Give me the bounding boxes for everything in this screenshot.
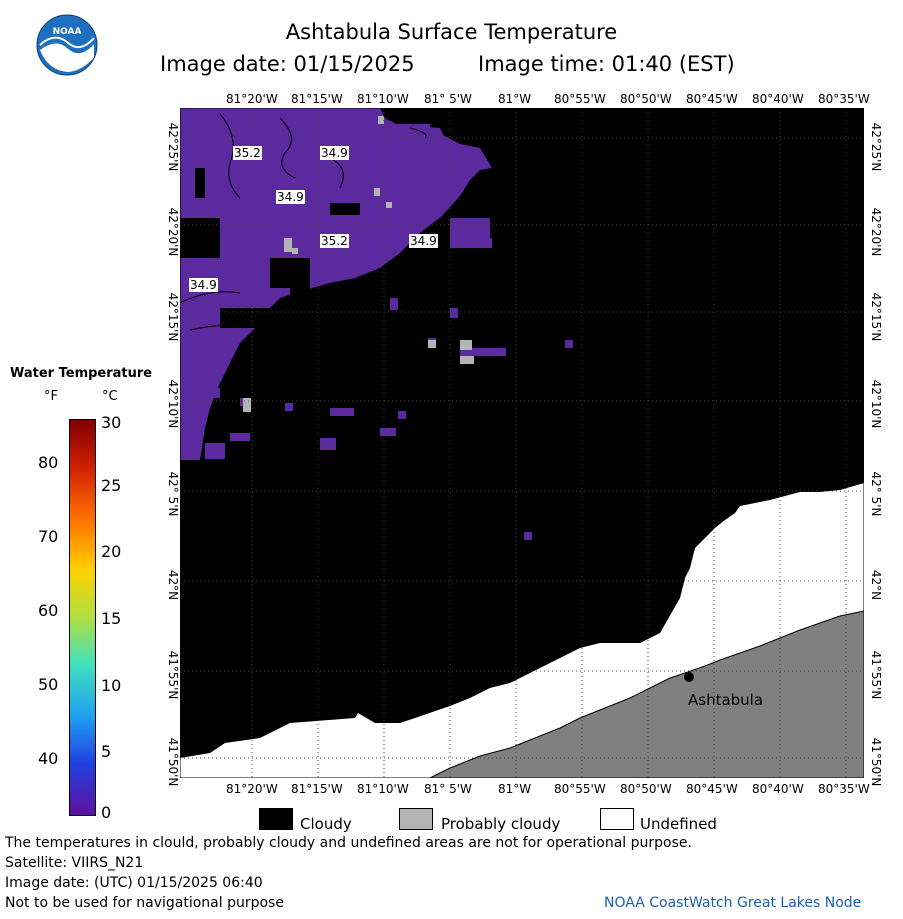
celsius-tick: 0: [101, 803, 112, 822]
lon-label-bottom: 80°45'W: [686, 782, 738, 796]
logo-text: NOAA: [52, 27, 82, 37]
lon-label-top: 81°20'W: [226, 92, 278, 106]
colorbar: [69, 419, 96, 816]
lon-label-top: 81°W: [498, 92, 532, 106]
map-canvas: [179, 107, 865, 779]
temp-label: 34.9: [189, 278, 218, 292]
celsius-tick: 20: [101, 542, 122, 561]
temp-label: 34.9: [320, 146, 349, 160]
lon-label-bottom: 81° 5'W: [424, 782, 472, 796]
legend-cloudy-label: Cloudy: [300, 815, 352, 833]
map-title: Ashtabula Surface Temperature: [285, 20, 618, 44]
lat-label-left: 42°10'N: [166, 379, 180, 429]
lon-label-bottom: 80°55'W: [554, 782, 606, 796]
fahrenheit-tick: 80: [38, 453, 59, 472]
lat-label-left: 42°15'N: [166, 292, 180, 342]
lat-label-right: 42°10'N: [869, 379, 883, 429]
lat-label-right: 42° 5'N: [869, 471, 883, 517]
lat-label-left: 42°N: [166, 569, 180, 601]
legend-undefined-label: Undefined: [640, 815, 717, 833]
temp-label: 35.2: [233, 146, 262, 160]
ashtabula-marker: [684, 672, 694, 682]
temp-label: 34.9: [276, 190, 305, 204]
legend-probably-cloudy-label: Probably cloudy: [441, 815, 561, 833]
lat-label-right: 42°20'N: [869, 207, 883, 257]
fahrenheit-tick: 40: [38, 749, 59, 768]
unit-celsius: °C: [102, 389, 118, 404]
lat-label-right: 41°55'N: [869, 650, 883, 700]
water-temperature-region: [180, 108, 492, 460]
lon-label-top: 80°50'W: [620, 92, 672, 106]
lat-label-right: 41°50'N: [869, 737, 883, 787]
satellite-info: Satellite: VIIRS_N21: [5, 855, 144, 871]
probably-cloudy-patch: [284, 238, 292, 252]
celsius-tick: 15: [101, 609, 122, 628]
city-label: Ashtabula: [688, 691, 764, 709]
lat-label-left: 41°55'N: [166, 650, 180, 700]
lat-label-right: 42°N: [869, 569, 883, 601]
legend-cloudy-swatch: [259, 808, 293, 830]
celsius-tick: 30: [101, 413, 122, 432]
lon-label-top: 81° 5'W: [424, 92, 472, 106]
map-panel: 35.2 34.9 34.9 35.2 34.9 34.9 Ashtabula: [179, 107, 865, 779]
lon-label-bottom: 80°50'W: [620, 782, 672, 796]
fahrenheit-tick: 50: [38, 675, 59, 694]
lon-label-top: 81°10'W: [357, 92, 409, 106]
lon-label-top: 80°55'W: [554, 92, 606, 106]
temp-label: 34.9: [409, 234, 438, 248]
lat-label-left: 42° 5'N: [166, 471, 180, 517]
lon-label-bottom: 80°35'W: [818, 782, 870, 796]
undefined-region: [180, 483, 864, 778]
lon-label-bottom: 81°W: [498, 782, 532, 796]
lon-label-top: 81°15'W: [291, 92, 343, 106]
noaa-logo: NOAA: [36, 14, 98, 76]
lon-label-bottom: 81°10'W: [357, 782, 409, 796]
image-date: Image date: 01/15/2025: [160, 52, 415, 76]
utc-date: Image date: (UTC) 01/15/2025 06:40: [5, 875, 263, 891]
lat-label-left: 42°20'N: [166, 207, 180, 257]
unit-fahrenheit: °F: [44, 389, 58, 404]
credit-link[interactable]: NOAA CoastWatch Great Lakes Node: [604, 895, 862, 911]
lon-label-bottom: 80°40'W: [752, 782, 804, 796]
fahrenheit-tick: 60: [38, 601, 59, 620]
lon-label-top: 80°35'W: [818, 92, 870, 106]
image-time: Image time: 01:40 (EST): [478, 52, 735, 76]
temp-label: 35.2: [320, 234, 349, 248]
fahrenheit-tick: 70: [38, 527, 59, 546]
navigation-warning: Not to be used for navigational purpose: [5, 895, 284, 911]
legend-probably-cloudy-swatch: [399, 808, 433, 830]
lon-label-top: 80°45'W: [686, 92, 738, 106]
lat-label-left: 41°50'N: [166, 737, 180, 787]
disclaimer: The temperatures in clould, probably clo…: [5, 835, 692, 851]
celsius-tick: 25: [101, 476, 122, 495]
land-region: [429, 610, 865, 779]
lat-label-right: 42°15'N: [869, 292, 883, 342]
legend-undefined-swatch: [600, 808, 634, 830]
lat-label-right: 42°25'N: [869, 122, 883, 172]
lon-label-bottom: 81°15'W: [291, 782, 343, 796]
lon-label-top: 80°40'W: [752, 92, 804, 106]
celsius-tick: 10: [101, 676, 122, 695]
celsius-tick: 5: [101, 742, 112, 761]
lat-label-left: 42°25'N: [166, 122, 180, 172]
colorbar-title: Water Temperature: [10, 366, 153, 381]
lon-label-bottom: 81°20'W: [226, 782, 278, 796]
